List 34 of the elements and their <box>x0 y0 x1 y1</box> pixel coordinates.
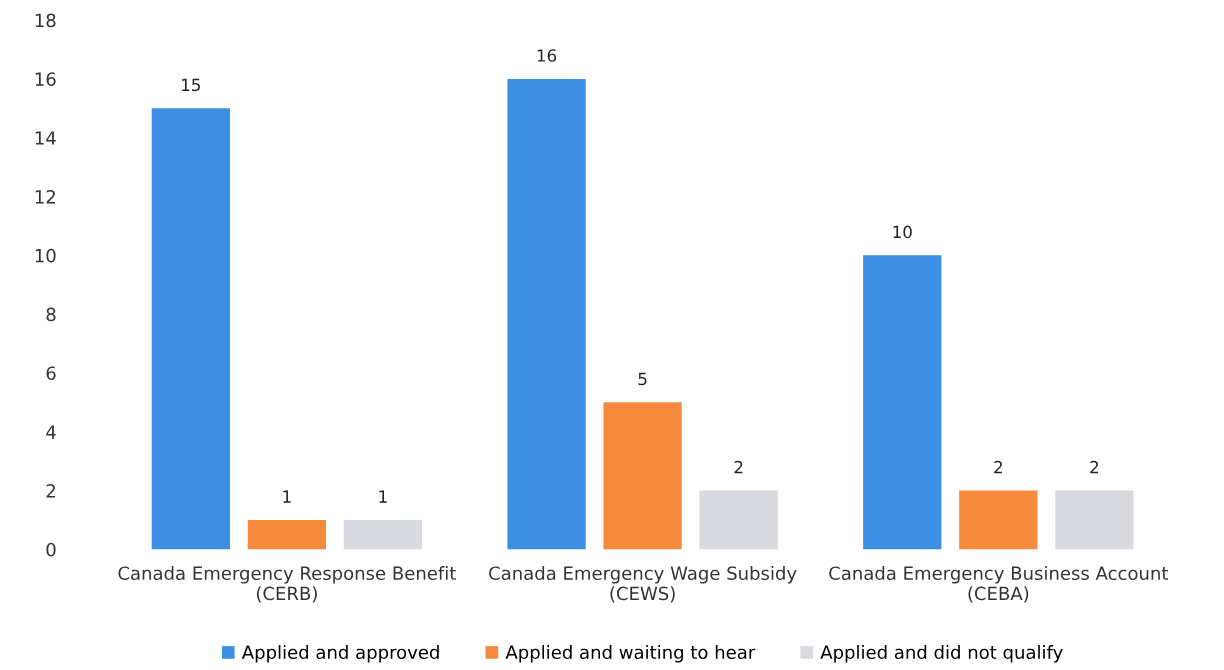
y-tick-label: 12 <box>35 189 55 204</box>
bar <box>959 490 1038 550</box>
bar <box>247 519 326 550</box>
data-label: 16 <box>537 49 557 62</box>
data-label: 1 <box>283 490 291 503</box>
data-label: 2 <box>734 460 743 474</box>
x-tick-label: Canada Emergency Response Benefit (CERB) <box>118 566 456 603</box>
data-label: 2 <box>994 460 1002 474</box>
legend-label: Applied and did not qualify <box>820 645 1063 663</box>
x-tick-label: Canada Emergency Business Account (CEBA) <box>829 566 1169 603</box>
bar <box>863 255 942 550</box>
data-label: 5 <box>638 372 647 386</box>
data-label: 1 <box>379 490 387 503</box>
bar <box>507 78 586 550</box>
data-label: 15 <box>182 78 200 92</box>
y-tick-label: 16 <box>35 72 56 87</box>
legend-label: Applied and waiting to hear <box>505 645 756 663</box>
bar <box>1055 490 1134 550</box>
data-label: 2 <box>1090 460 1098 474</box>
y-tick-label: 6 <box>46 366 56 381</box>
y-tick-label: 18 <box>35 13 56 28</box>
bar <box>151 108 230 550</box>
data-label: 10 <box>893 225 912 239</box>
bar <box>343 519 423 550</box>
x-tick-label: Canada Emergency Wage Subsidy (CEWS) <box>489 566 797 603</box>
bar <box>603 402 682 550</box>
y-tick-label: 4 <box>46 425 56 439</box>
y-tick-label: 8 <box>46 307 56 322</box>
y-tick-label: 2 <box>46 484 55 498</box>
y-tick-label: 0 <box>46 542 56 557</box>
legend-label: Applied and approved <box>241 645 439 663</box>
y-tick-label: 10 <box>35 248 56 263</box>
y-tick-label: 14 <box>35 131 56 145</box>
bar <box>699 490 778 550</box>
